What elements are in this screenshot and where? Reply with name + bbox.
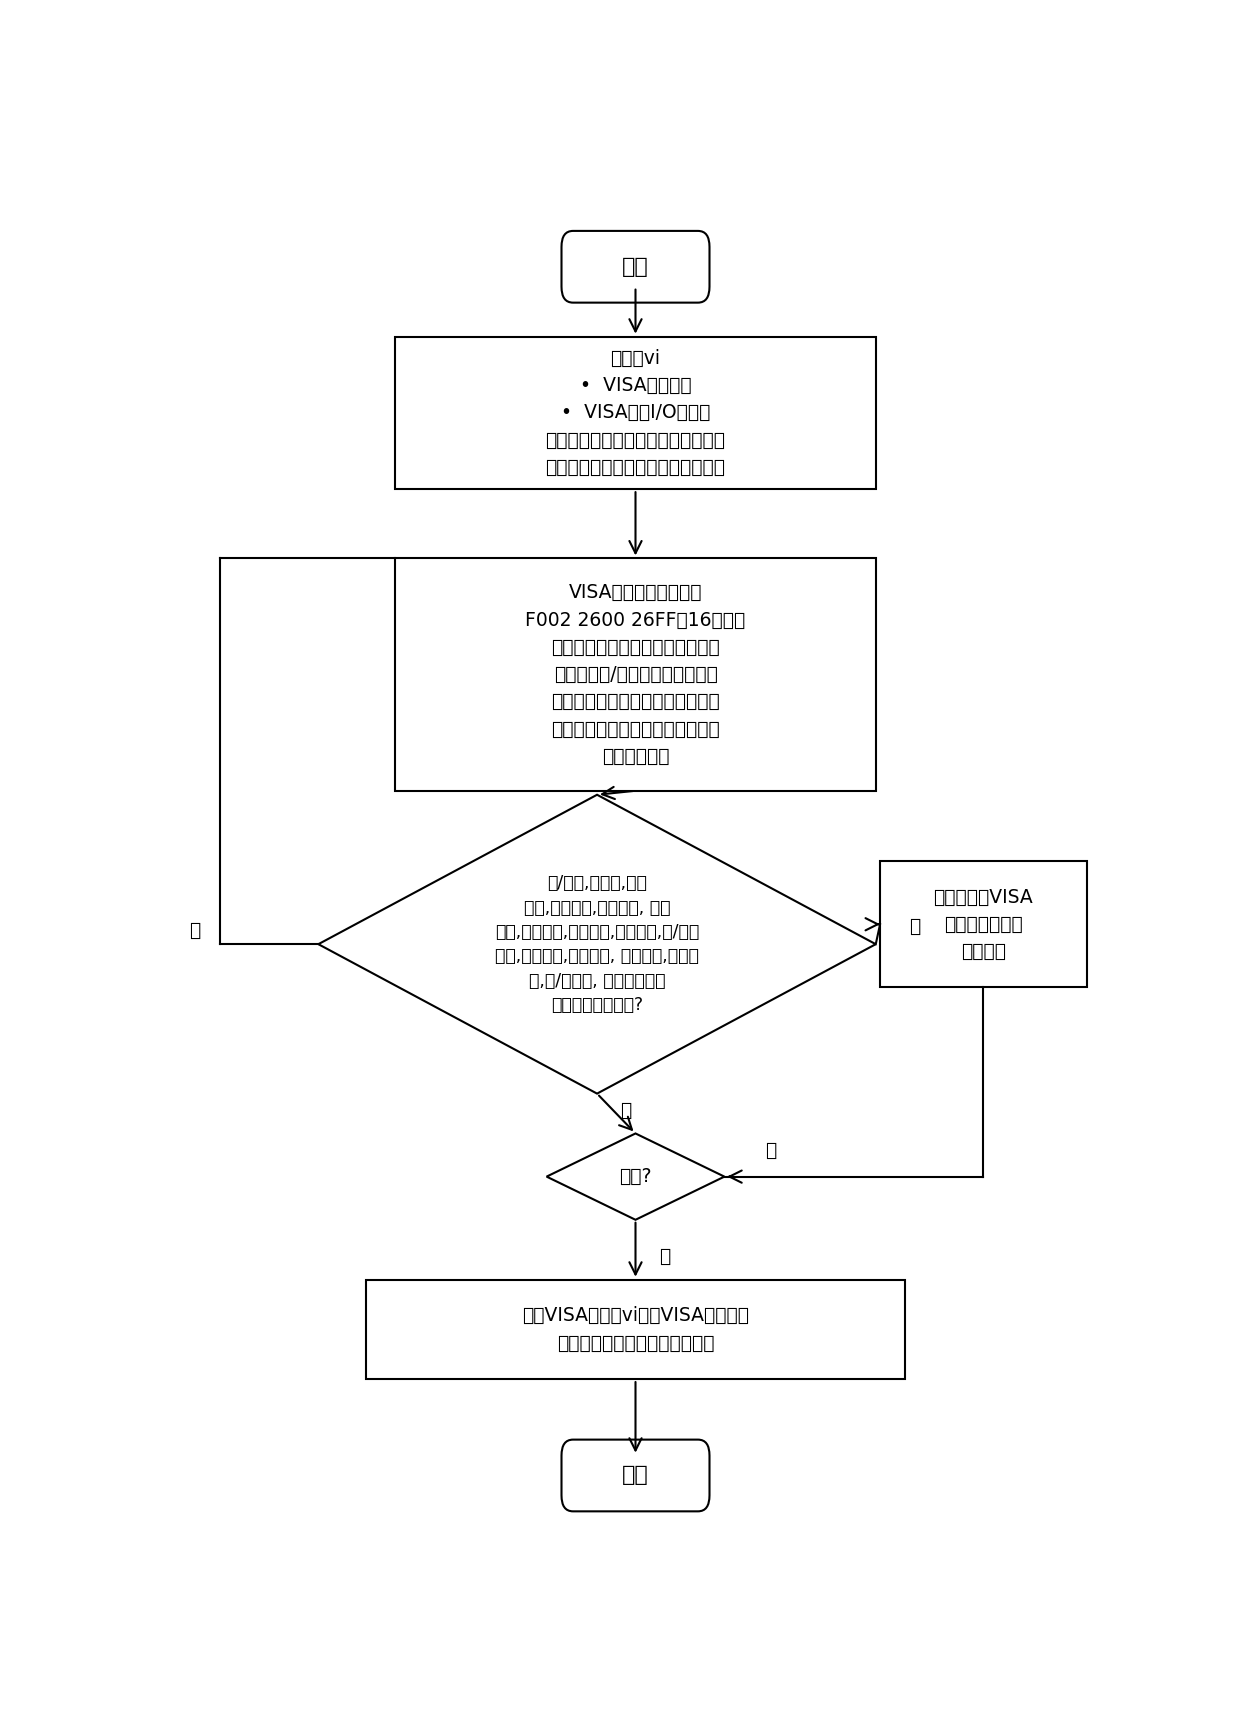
Bar bbox=[396, 559, 875, 790]
FancyBboxPatch shape bbox=[562, 231, 709, 302]
Text: 调用VISA关闭子vi关闭VISA资源名称
指定的设备会话句柄或事件对象: 调用VISA关闭子vi关闭VISA资源名称 指定的设备会话句柄或事件对象 bbox=[522, 1306, 749, 1352]
Text: 开始: 开始 bbox=[622, 257, 649, 276]
FancyBboxPatch shape bbox=[562, 1440, 709, 1511]
Bar bbox=[367, 1280, 905, 1380]
Text: 是: 是 bbox=[658, 1247, 670, 1266]
Text: VISA写入状态查询命令
F002 2600 26FF（16进制）
解析读取信息，获得视频增益、视
频亮度、横/纵坐标、伽马校正、
彩色模式、十字叉、极性设置、: VISA写入状态查询命令 F002 2600 26FF（16进制） 解析读取信息… bbox=[526, 583, 745, 766]
Text: 执行相应的VISA
写入命令设置热
像仪参数: 执行相应的VISA 写入命令设置热 像仪参数 bbox=[934, 887, 1033, 961]
Polygon shape bbox=[319, 795, 875, 1094]
Bar bbox=[396, 336, 875, 490]
Text: 是: 是 bbox=[909, 918, 920, 937]
Text: 结束: 结束 bbox=[622, 1466, 649, 1485]
Text: 否: 否 bbox=[188, 921, 200, 940]
Text: 停止?: 停止? bbox=[619, 1168, 652, 1187]
Bar bbox=[880, 861, 1086, 987]
Text: 调用子vi
•  VISA配置串口
•  VISA清空I/O缓冲区
配置串口，包括波特率、起始位、停
止位、校验和数据位等并清空缓冲区: 调用子vi • VISA配置串口 • VISA清空I/O缓冲区 配置串口，包括波… bbox=[546, 348, 725, 476]
Text: 调/变焦,十字叉,极性
设置,自动校正,电子放大, 空域
滤波,图像增强,背景校正,快门校正,调/变焦
停止,系统复位,伽马校正, 视频增益,视频亮
度,横/纵: 调/变焦,十字叉,极性 设置,自动校正,电子放大, 空域 滤波,图像增强,背景校… bbox=[495, 875, 699, 1014]
Polygon shape bbox=[547, 1133, 724, 1220]
Text: 否: 否 bbox=[620, 1101, 631, 1120]
Text: 否: 否 bbox=[765, 1140, 776, 1159]
